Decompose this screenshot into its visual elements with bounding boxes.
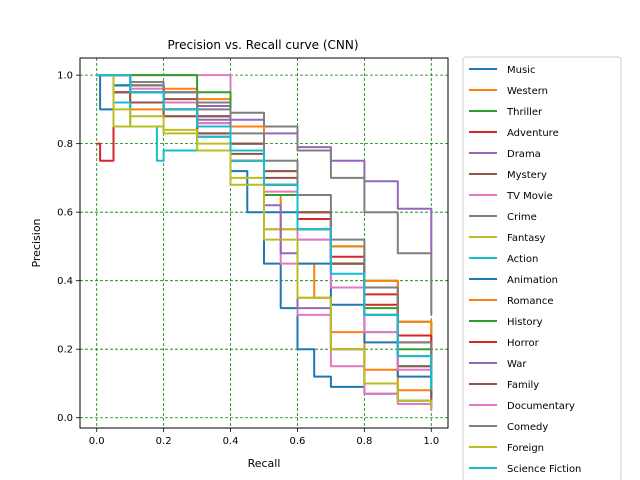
y-tick-label: 0.6 (57, 208, 73, 219)
y-axis-label: Precision (30, 218, 43, 267)
legend-label: Western (507, 86, 548, 97)
axis-ticks: 0.0 0.2 0.4 0.6 0.8 1.0 0.0 0.2 0.4 0.6 0.8 1.0 (57, 71, 439, 447)
legend-label: Documentary (507, 401, 575, 412)
chart-title: Precision vs. Recall curve (CNN) (167, 38, 358, 52)
legend-label: TV Movie (506, 191, 553, 202)
y-tick-label: 1.0 (57, 71, 73, 82)
legend-label: Music (507, 65, 535, 76)
legend: Music Western Thriller Adventure Drama Myster… (462, 56, 622, 480)
series-line-science-fiction (96, 74, 433, 391)
legend-label: Drama (507, 149, 541, 160)
series-lines (96, 74, 433, 411)
legend-label: Romance (507, 296, 553, 307)
legend-label: Science Fiction (507, 464, 581, 475)
y-tick-label: 0.0 (57, 413, 73, 424)
x-tick-label: 0.8 (356, 436, 372, 447)
legend-items: Music Western Thriller Adventure Drama Myster… (469, 65, 581, 475)
legend-label: Animation (507, 275, 558, 286)
x-axis-label: Recall (248, 457, 281, 470)
legend-frame (462, 56, 622, 480)
x-tick-label: 0.4 (223, 436, 239, 447)
x-tick-label: 0.6 (290, 436, 306, 447)
legend-label: Foreign (507, 443, 544, 454)
legend-label: Mystery (507, 170, 547, 181)
legend-label: Adventure (507, 128, 559, 139)
legend-label: History (507, 317, 543, 328)
legend-label: Comedy (507, 422, 548, 433)
x-tick-label: 1.0 (423, 436, 439, 447)
y-tick-label: 0.4 (57, 276, 73, 287)
legend-label: Crime (507, 212, 537, 223)
plot-area-frame (79, 57, 449, 429)
legend-label: Fantasy (507, 233, 546, 244)
y-tick-label: 0.2 (57, 345, 73, 356)
y-tick-label: 0.8 (57, 139, 73, 150)
x-tick-label: 0.0 (89, 436, 105, 447)
legend-label: Horror (507, 338, 540, 349)
legend-label: Thriller (506, 107, 543, 118)
x-tick-label: 0.2 (156, 436, 172, 447)
legend-label: Family (507, 380, 539, 391)
legend-label: War (507, 359, 527, 370)
legend-label: Action (507, 254, 538, 265)
